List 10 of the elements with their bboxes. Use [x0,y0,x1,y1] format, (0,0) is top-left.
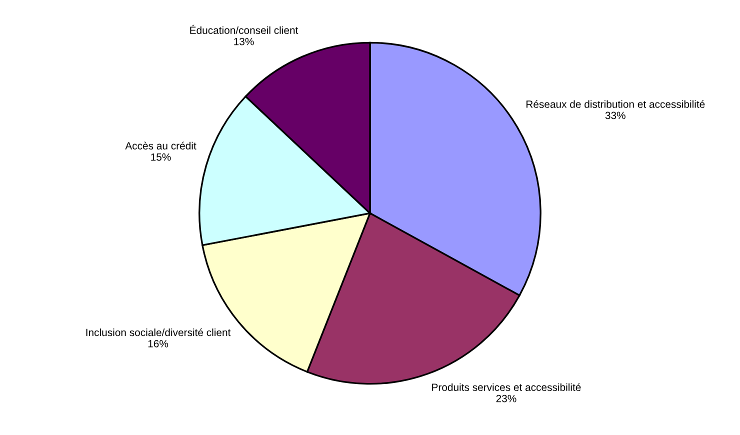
slice-label: Réseaux de distribution et accessibilité [526,100,705,108]
slice-label: Accès au crédit [125,142,196,150]
data-label: 13% [234,38,254,46]
slice-label: Éducation/conseil client [190,24,298,34]
data-label: 15% [151,153,171,161]
data-label: 16% [148,340,168,348]
slice-label: Inclusion sociale/diversité client [86,328,231,336]
data-label: 23% [496,394,516,402]
data-label: 33% [605,112,626,120]
slice-label: Produits services et accessibilité [432,383,581,392]
